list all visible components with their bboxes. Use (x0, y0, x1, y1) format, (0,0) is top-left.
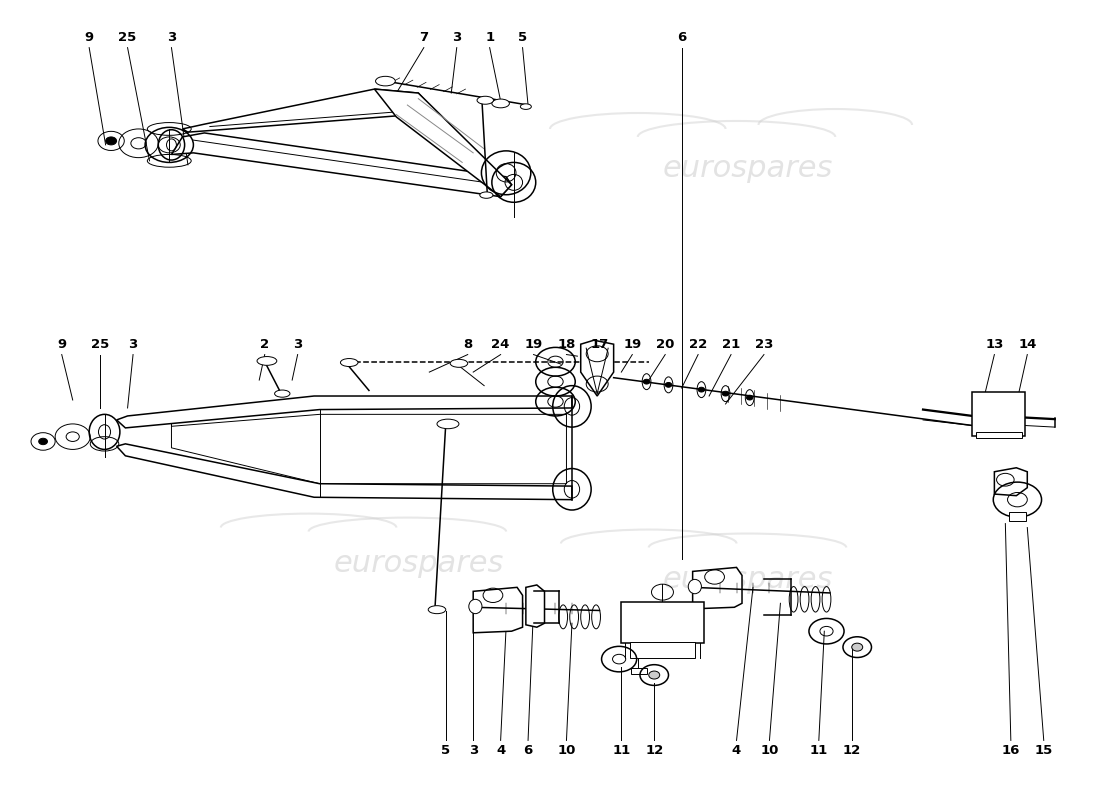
Text: 12: 12 (645, 744, 663, 758)
Text: 16: 16 (1002, 744, 1020, 758)
Text: 11: 11 (613, 744, 630, 758)
Text: 18: 18 (558, 338, 575, 350)
Text: 9: 9 (57, 338, 66, 350)
Text: 24: 24 (492, 338, 509, 350)
Ellipse shape (375, 76, 395, 86)
Ellipse shape (480, 192, 493, 198)
Circle shape (851, 643, 862, 651)
Text: 19: 19 (624, 338, 641, 350)
Bar (630, 642, 695, 658)
Text: 3: 3 (452, 30, 461, 44)
Text: 5: 5 (518, 30, 527, 44)
Text: 21: 21 (722, 338, 740, 350)
Text: 19: 19 (525, 338, 542, 350)
Text: 3: 3 (129, 338, 138, 350)
Text: 25: 25 (119, 30, 136, 44)
Text: 4: 4 (496, 744, 505, 758)
Text: 15: 15 (1035, 744, 1053, 758)
Ellipse shape (477, 96, 494, 104)
Circle shape (106, 137, 117, 145)
Text: 22: 22 (689, 338, 707, 350)
Text: 10: 10 (558, 744, 575, 758)
Bar (972, 392, 1025, 436)
Ellipse shape (437, 419, 459, 429)
Text: 14: 14 (1019, 338, 1036, 350)
Text: 1: 1 (485, 30, 494, 44)
Polygon shape (374, 89, 512, 197)
Polygon shape (994, 468, 1027, 496)
Ellipse shape (450, 359, 468, 367)
Bar (1009, 512, 1026, 521)
Text: 3: 3 (293, 338, 303, 350)
Ellipse shape (469, 599, 482, 614)
Circle shape (39, 438, 47, 445)
Text: 2: 2 (261, 338, 270, 350)
Text: 17: 17 (591, 338, 608, 350)
Text: 6: 6 (676, 30, 686, 44)
Ellipse shape (340, 358, 358, 366)
Circle shape (131, 138, 146, 149)
Bar (621, 602, 704, 643)
Circle shape (723, 391, 729, 396)
Text: 23: 23 (755, 338, 773, 350)
Text: 13: 13 (986, 338, 1003, 350)
Text: 10: 10 (760, 744, 779, 758)
Polygon shape (581, 340, 614, 396)
Ellipse shape (689, 579, 702, 594)
Polygon shape (117, 396, 572, 428)
Ellipse shape (275, 390, 290, 398)
Text: 4: 4 (732, 744, 741, 758)
Circle shape (66, 432, 79, 442)
Polygon shape (172, 414, 566, 484)
Circle shape (747, 395, 754, 400)
Polygon shape (526, 585, 544, 627)
Ellipse shape (257, 357, 277, 366)
Ellipse shape (428, 606, 446, 614)
Bar (631, 668, 647, 674)
Bar (976, 432, 1022, 438)
Text: eurospares: eurospares (662, 565, 833, 594)
Text: 9: 9 (85, 30, 94, 44)
Polygon shape (183, 89, 429, 132)
Text: 3: 3 (167, 30, 176, 44)
Polygon shape (693, 567, 742, 609)
Polygon shape (172, 133, 512, 197)
Text: 12: 12 (843, 744, 861, 758)
Circle shape (644, 379, 650, 384)
Text: eurospares: eurospares (333, 549, 504, 578)
Ellipse shape (492, 99, 509, 108)
Polygon shape (117, 444, 572, 500)
Text: 3: 3 (469, 744, 477, 758)
Circle shape (649, 671, 660, 679)
Circle shape (698, 387, 705, 392)
Polygon shape (473, 587, 522, 633)
Text: eurospares: eurospares (662, 154, 833, 183)
Text: 6: 6 (524, 744, 532, 758)
Text: 11: 11 (810, 744, 828, 758)
Text: 25: 25 (91, 338, 109, 350)
Text: 5: 5 (441, 744, 450, 758)
Text: 8: 8 (463, 338, 472, 350)
Circle shape (666, 382, 672, 387)
Text: 20: 20 (656, 338, 674, 350)
Text: 7: 7 (419, 30, 428, 44)
Ellipse shape (520, 104, 531, 110)
